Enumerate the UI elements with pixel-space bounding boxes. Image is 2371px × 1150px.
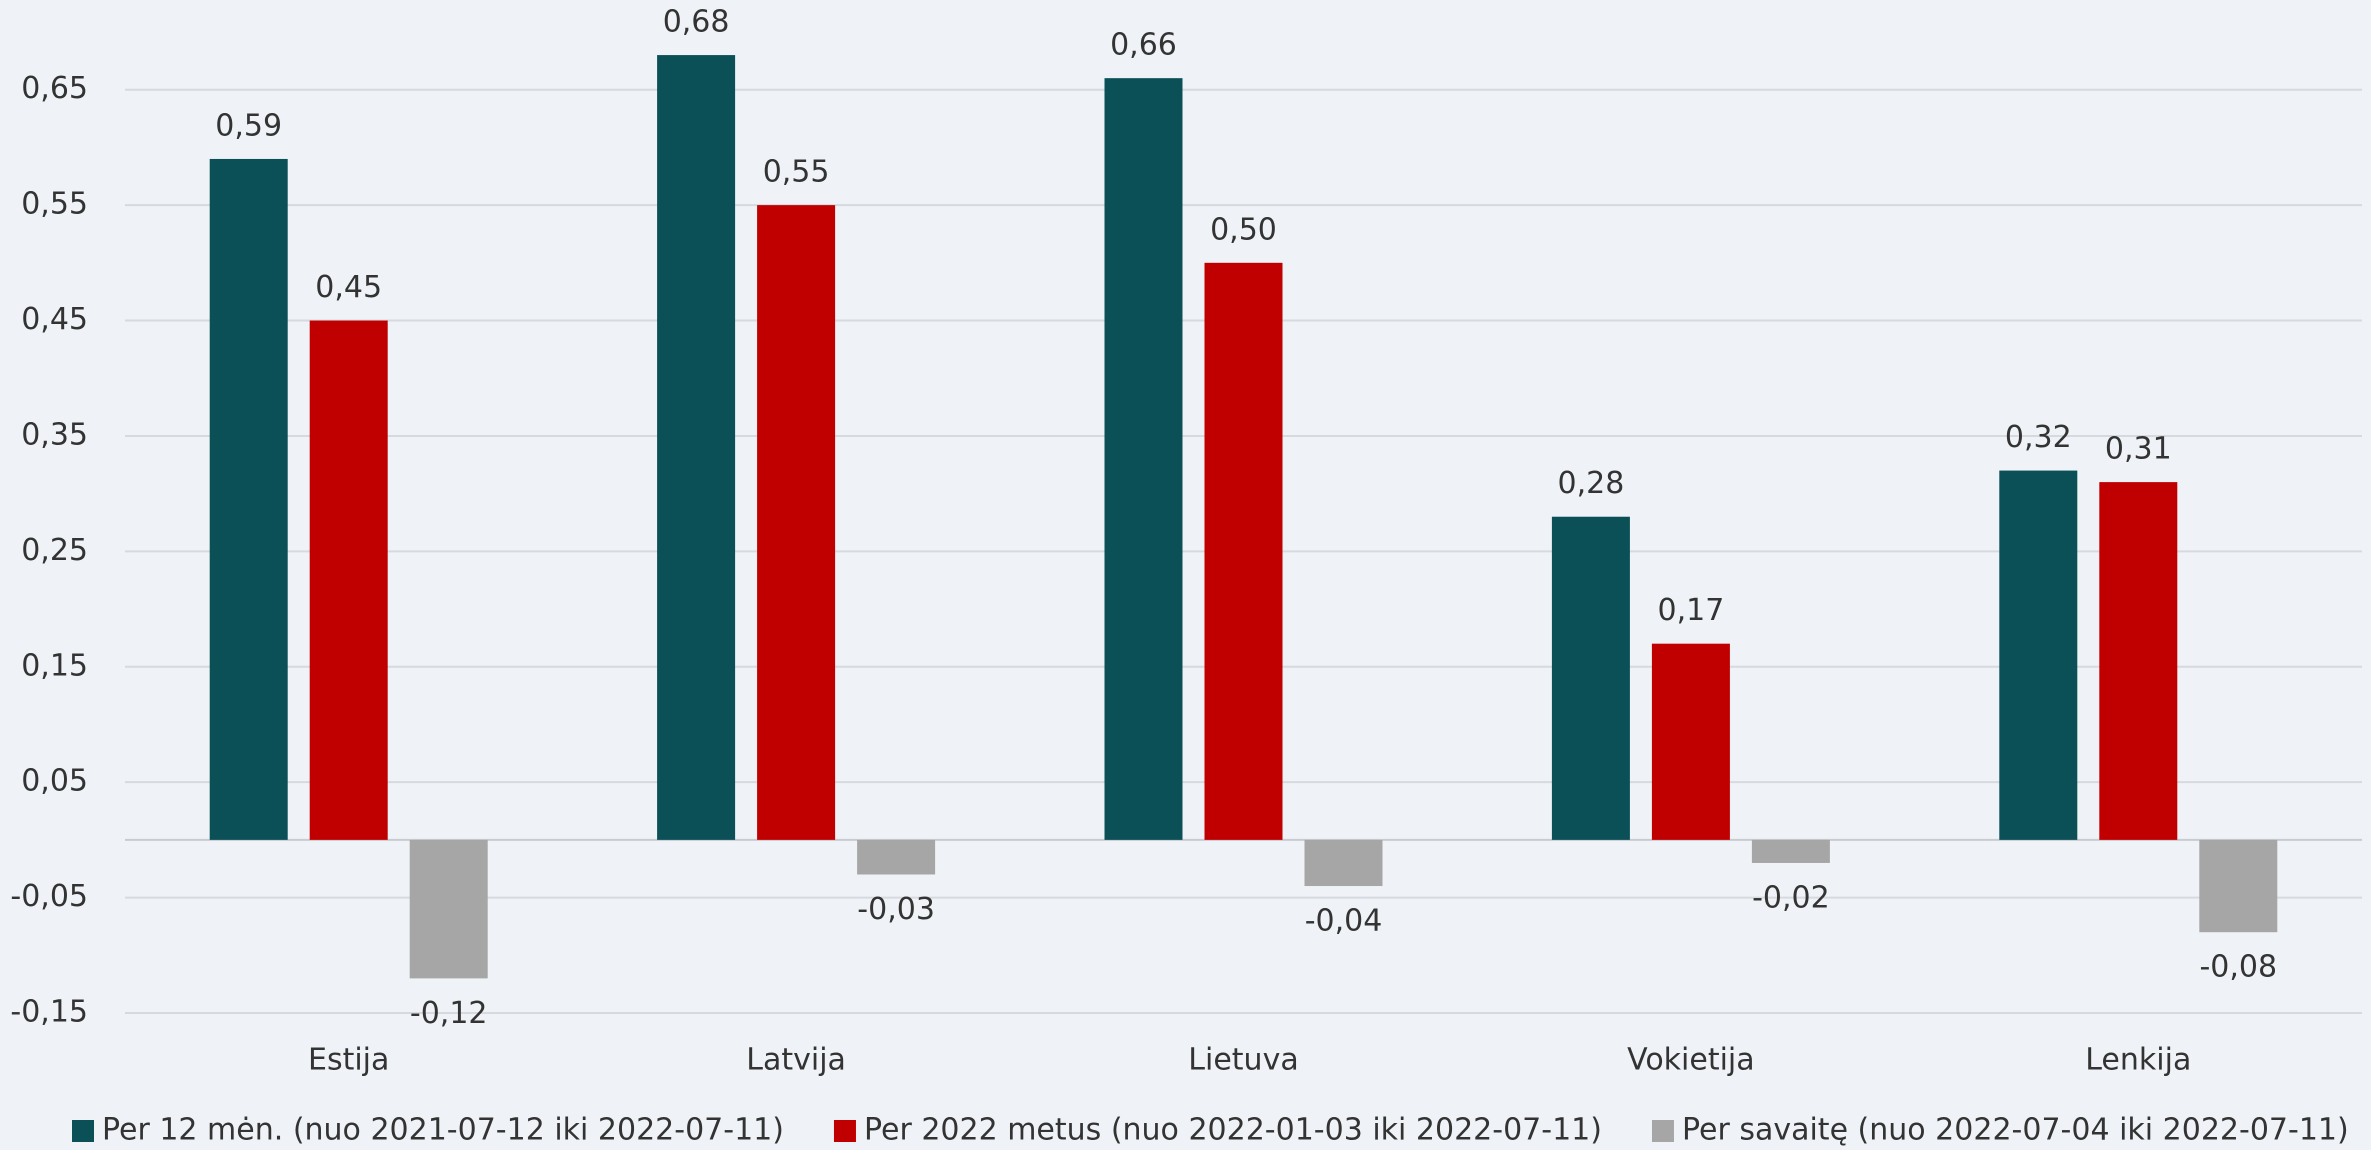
bar [2099,482,2178,840]
y-tick-label: 0,35 [21,417,88,452]
data-label: -0,02 [1752,880,1830,915]
legend-label: Per 12 mėn. (nuo 2021-07-12 iki 2022-07-… [102,1113,784,1148]
legend-label: Per 2022 metus (nuo 2022-01-03 iki 2022-… [864,1113,1602,1148]
bar [1551,516,1630,840]
bar [309,320,388,840]
y-tick-label: 0,65 [21,71,88,106]
data-label: -0,03 [857,892,935,927]
data-label: 0,17 [1658,593,1725,628]
bar [409,839,488,979]
data-label: -0,12 [410,996,488,1031]
y-tick-label: 0,25 [21,533,88,568]
legend-label: Per savaitę (nuo 2022-07-04 iki 2022-07-… [1682,1113,2349,1148]
data-label: 0,55 [763,155,830,190]
bar [2199,839,2278,933]
legend-swatch [833,1120,856,1142]
y-tick-label: 0,55 [21,187,88,222]
y-tick-label: -0,05 [10,879,88,914]
bar [1304,839,1383,887]
data-label: 0,50 [1210,212,1277,247]
y-tick-label: 0,15 [21,648,88,683]
data-label: -0,04 [1305,904,1383,939]
bar [1751,839,1830,863]
x-tick-label: Latvija [746,1043,846,1078]
data-label: 0,59 [215,108,282,143]
bar [1204,262,1283,840]
legend-swatch [1651,1120,1674,1142]
data-label: 0,68 [663,5,730,40]
data-label: 0,45 [315,270,382,305]
y-tick-label: 0,45 [21,302,88,337]
data-label: 0,28 [1558,466,1625,501]
bar [657,55,736,840]
bar [1104,78,1183,840]
bar [1999,470,2078,840]
data-label: 0,31 [2105,432,2172,467]
x-tick-label: Vokietija [1627,1043,1755,1078]
y-tick-label: -0,15 [10,995,88,1030]
data-label: -0,08 [2199,950,2277,985]
x-tick-label: Lietuva [1188,1043,1298,1078]
bar [757,205,836,840]
y-tick-label: 0,05 [21,764,88,799]
bar [209,158,288,840]
legend-swatch [72,1120,94,1142]
data-label: 0,66 [1110,28,1177,63]
bar [1651,643,1730,840]
bar [857,839,936,875]
data-label: 0,32 [2005,420,2072,455]
x-tick-label: Estija [308,1043,389,1078]
x-tick-label: Lenkija [2085,1043,2191,1078]
